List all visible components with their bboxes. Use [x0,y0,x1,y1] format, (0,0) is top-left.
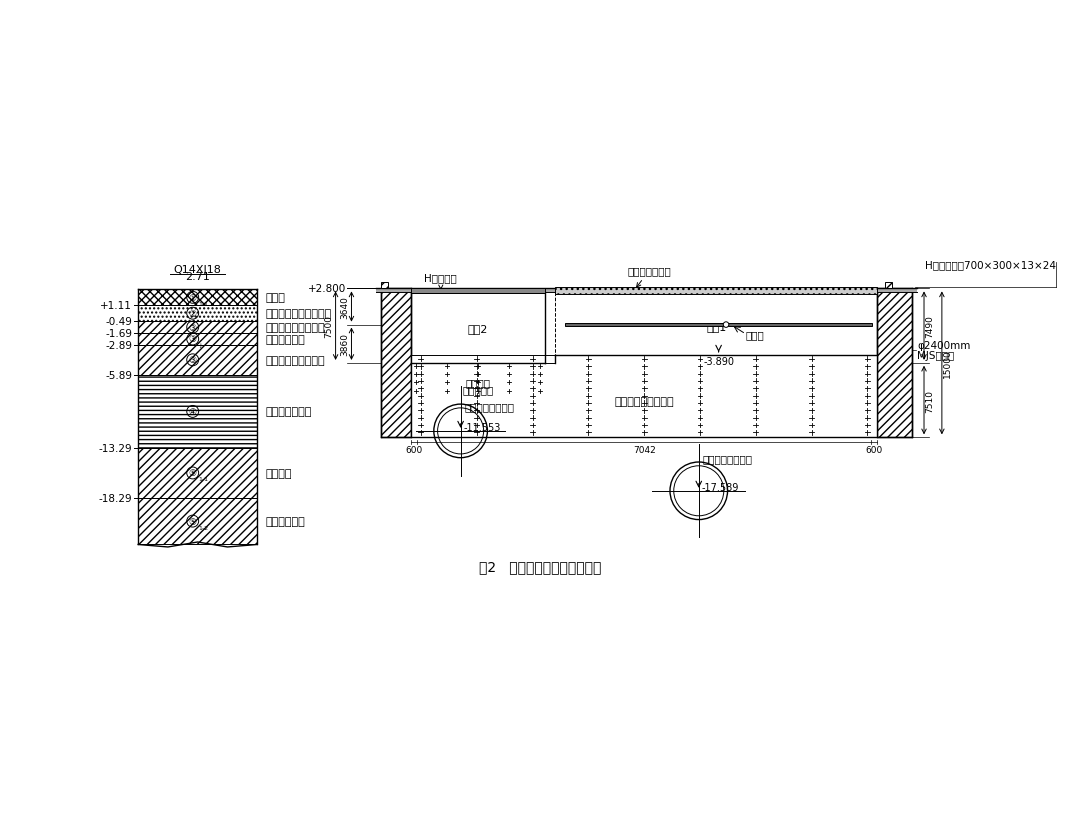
Text: 杂填土: 杂填土 [265,293,285,303]
Bar [565,324,873,327]
Text: 基坑2: 基坑2 [468,323,488,334]
Text: 7042: 7042 [633,445,656,454]
Bar [381,282,388,289]
Text: 2.71: 2.71 [186,272,211,282]
Text: -0.49: -0.49 [105,317,132,327]
Text: +1.11: +1.11 [100,301,132,311]
Text: φ2400mm: φ2400mm [917,341,971,351]
Bar [886,282,892,289]
Text: 灰色淤泥质黏土: 灰色淤泥质黏土 [265,407,311,417]
Text: 基坑1: 基坑1 [706,322,726,332]
Text: -3.890: -3.890 [703,356,734,366]
Text: -5.89: -5.89 [105,370,132,380]
Text: 3860: 3860 [340,332,350,356]
Text: ③: ③ [189,323,197,332]
Text: -2.89: -2.89 [105,341,132,351]
Text: +2.800: +2.800 [308,284,347,294]
Text: ②: ② [189,309,197,318]
Text: 坑底高压旋喷桩加固: 坑底高压旋喷桩加固 [615,397,674,407]
Text: 灰色黏土: 灰色黏土 [265,468,292,478]
Text: 7490: 7490 [926,315,934,337]
Circle shape [724,323,729,328]
Bar [138,498,257,545]
Bar [411,289,545,294]
Text: 坑底高压: 坑底高压 [465,377,490,387]
Text: -17.589: -17.589 [701,482,739,492]
Bar [138,322,257,333]
Text: -11.553: -11.553 [463,423,500,433]
Text: j: j [199,343,201,348]
Text: 灰色淤泥质粉质黏土: 灰色淤泥质粉质黏土 [265,323,325,332]
Text: 600: 600 [866,445,883,454]
Text: Q14XJ18: Q14XJ18 [174,265,221,275]
Text: ⑤: ⑤ [189,517,197,526]
Text: ③: ③ [189,335,197,344]
Text: 3640: 3640 [340,296,350,318]
Text: 下行线线路中心线: 下行线线路中心线 [703,453,753,463]
Bar [411,356,877,437]
Bar [138,346,257,375]
Bar [376,289,917,293]
Bar [381,289,411,437]
Text: ①: ① [189,294,197,303]
Text: ④: ④ [189,408,197,417]
Bar [877,289,913,437]
Text: 15000: 15000 [943,349,953,378]
Bar [555,287,877,294]
Text: 图2   活塞风亭围护结构剖面图: 图2 活塞风亭围护结构剖面图 [478,560,602,574]
Text: 褐黄～灰黄色粉质黏土: 褐黄～灰黄色粉质黏土 [265,308,332,318]
Text: 1-2: 1-2 [199,525,208,530]
Text: 1-1: 1-1 [199,301,208,306]
Text: 1-1: 1-1 [199,477,208,482]
Text: 钢支撑: 钢支撑 [746,330,765,340]
Bar [138,290,257,306]
Text: 钢筋混凝土支撑: 钢筋混凝土支撑 [627,266,671,288]
Bar [138,375,257,448]
Bar [138,448,257,498]
Text: ③: ③ [189,356,197,365]
Text: H型钢支撑: H型钢支撑 [424,273,457,289]
Text: -1.69: -1.69 [105,328,132,338]
Bar [138,333,257,346]
Text: 灰色淤泥质粉质黏土: 灰色淤泥质粉质黏土 [265,356,325,366]
Text: ⑤: ⑤ [189,469,197,478]
Text: 600: 600 [405,445,422,454]
Text: 旋喷桩加固: 旋喷桩加固 [462,385,494,394]
Text: MJS工法桩: MJS工法桩 [917,351,955,361]
Text: 灰色粉质黏土: 灰色粉质黏土 [265,517,305,527]
Text: -18.29: -18.29 [98,493,132,503]
Text: 7500: 7500 [325,315,334,337]
Text: H型钢型号：700×300×13×24: H型钢型号：700×300×13×24 [924,260,1056,270]
Text: 上行线线路中心线: 上行线线路中心线 [464,402,514,412]
Text: -13.29: -13.29 [98,443,132,453]
Bar [138,306,257,322]
Text: 7510: 7510 [926,389,934,412]
Text: 灰色黏质粉土: 灰色黏质粉土 [265,335,305,345]
